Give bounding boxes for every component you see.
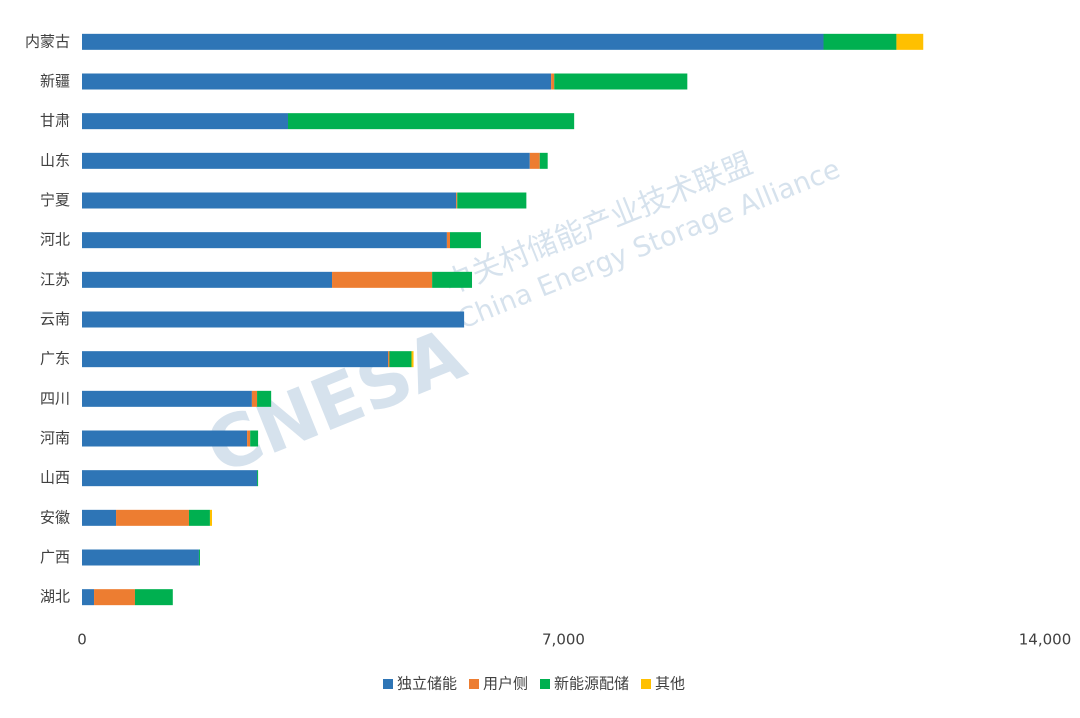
bar-segment bbox=[457, 192, 527, 209]
bar-segment bbox=[116, 509, 189, 526]
y-tick-label: 河北 bbox=[40, 231, 70, 249]
y-tick-label: 四川 bbox=[40, 389, 70, 407]
bar-segment bbox=[134, 589, 173, 606]
watermark: CNESA 中关村储能产业技术联盟 China Energy Storage A… bbox=[194, 146, 844, 490]
bar-segment bbox=[539, 152, 548, 169]
bar-segment bbox=[446, 232, 451, 249]
bar-segment bbox=[82, 390, 252, 407]
bar-segment bbox=[411, 351, 414, 368]
bar-segment bbox=[82, 549, 199, 566]
bar-segment bbox=[82, 113, 289, 130]
x-tick-label: 14,000 bbox=[1019, 631, 1072, 649]
legend-swatch bbox=[383, 679, 393, 689]
bar-segment bbox=[288, 113, 575, 130]
bar-segment bbox=[82, 430, 248, 447]
bar-segment bbox=[257, 390, 272, 407]
legend-swatch bbox=[641, 679, 651, 689]
legend-label: 新能源配储 bbox=[554, 675, 629, 693]
bar-segment bbox=[82, 152, 530, 169]
legend-swatch bbox=[469, 679, 479, 689]
bar-segment bbox=[432, 271, 473, 288]
legend-swatch bbox=[540, 679, 550, 689]
y-tick-label: 内蒙古 bbox=[25, 32, 70, 50]
bar-segment bbox=[94, 589, 135, 606]
y-tick-label: 河南 bbox=[40, 429, 70, 447]
y-tick-label: 宁夏 bbox=[40, 191, 70, 209]
bar-segment bbox=[82, 470, 258, 487]
bar-segment bbox=[209, 509, 213, 526]
bar-segment bbox=[388, 351, 390, 368]
y-tick-label: 甘肃 bbox=[40, 112, 70, 130]
bar-segment bbox=[551, 73, 555, 90]
legend-label: 其他 bbox=[655, 675, 685, 693]
bar-segment bbox=[450, 232, 481, 249]
bar-segment bbox=[257, 470, 259, 487]
bar-segment bbox=[247, 430, 251, 447]
bar-segment bbox=[823, 33, 897, 50]
bar-segment bbox=[82, 311, 465, 328]
bar-segment bbox=[250, 430, 259, 447]
y-tick-label: 云南 bbox=[40, 310, 70, 328]
y-tick-label: 湖北 bbox=[40, 588, 70, 606]
y-tick-label: 新疆 bbox=[40, 72, 70, 90]
y-tick-label: 江苏 bbox=[40, 270, 70, 288]
bar-segment bbox=[456, 192, 458, 209]
legend-label: 用户侧 bbox=[483, 675, 528, 693]
x-tick-label: 7,000 bbox=[542, 631, 585, 649]
bar-segment bbox=[332, 271, 433, 288]
bar-segment bbox=[554, 73, 688, 90]
bar-segment bbox=[251, 390, 258, 407]
bar-segment bbox=[82, 73, 552, 90]
bar-segment bbox=[529, 152, 540, 169]
y-tick-label: 山东 bbox=[40, 151, 70, 169]
bar-segment bbox=[82, 232, 447, 249]
legend-label: 独立储能 bbox=[397, 675, 457, 693]
bar-segment bbox=[82, 192, 457, 209]
bar-segment bbox=[82, 351, 389, 368]
y-tick-label: 山西 bbox=[40, 469, 70, 487]
y-tick-label: 广东 bbox=[40, 350, 70, 368]
bar-segment bbox=[896, 33, 924, 50]
bar-segment bbox=[82, 33, 824, 50]
bar-segment bbox=[82, 271, 333, 288]
x-tick-label: 0 bbox=[77, 631, 87, 649]
bar-segment bbox=[188, 509, 210, 526]
bar-segment bbox=[82, 509, 117, 526]
bar-segment bbox=[389, 351, 412, 368]
bar-segment bbox=[82, 589, 95, 606]
y-tick-label: 广西 bbox=[40, 548, 70, 566]
y-tick-label: 安徽 bbox=[40, 508, 70, 526]
bar-segment bbox=[198, 549, 200, 566]
